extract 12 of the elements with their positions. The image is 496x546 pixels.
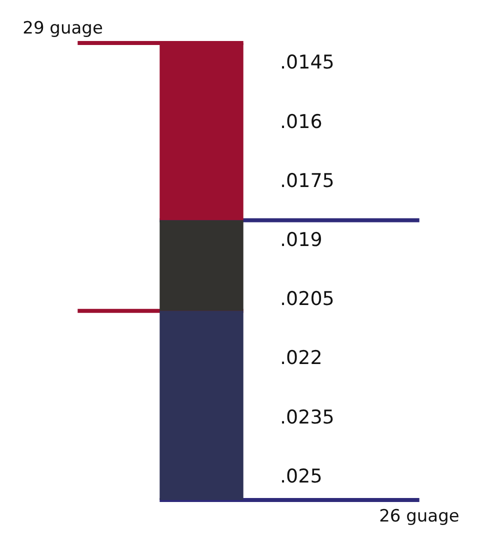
ref-line-label: 29 guage [22, 18, 103, 38]
y-tick-label: .016 [280, 110, 322, 133]
bar [160, 310, 244, 500]
y-tick-label: .0205 [280, 288, 334, 310]
ref-line-label: 26 guage [379, 506, 460, 526]
y-tick-label: .025 [280, 465, 322, 488]
y-tick-label: .0175 [280, 170, 334, 192]
bar [160, 220, 244, 311]
y-tick-label: .0235 [280, 406, 334, 428]
y-tick-label: .0145 [280, 52, 334, 74]
y-tick-label: .019 [280, 228, 322, 251]
y-tick-label: .022 [280, 347, 322, 370]
